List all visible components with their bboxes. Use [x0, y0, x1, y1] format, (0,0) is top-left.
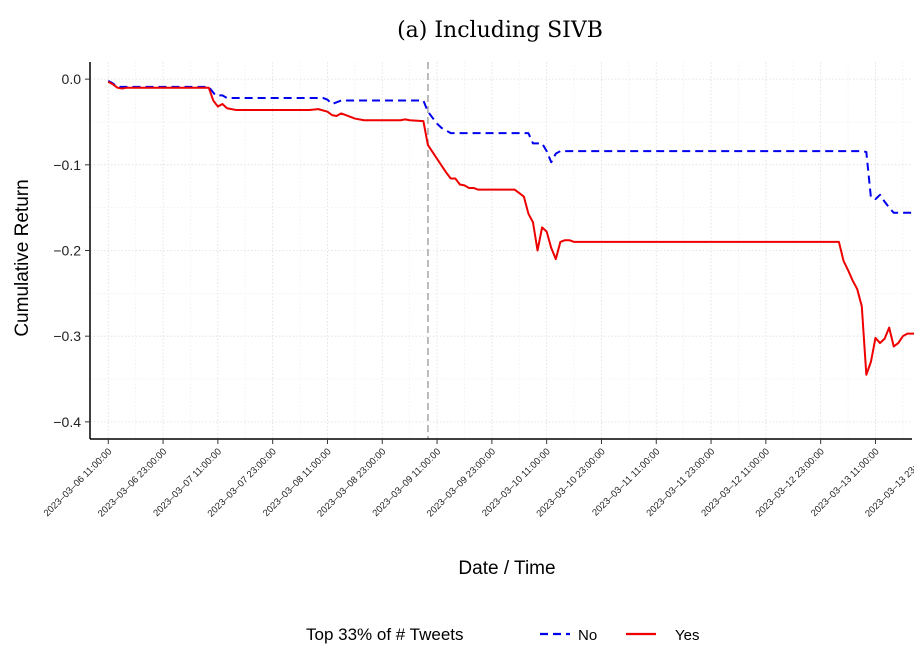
- series-layer: [107, 79, 914, 376]
- series-line-yes: [107, 80, 914, 376]
- legend-label-no: No: [578, 627, 597, 644]
- y-axis-ticks: 0.0 −0.1 −0.2 −0.3 −0.4: [53, 71, 90, 430]
- y-axis-label: Cumulative Return: [12, 179, 33, 336]
- legend: Top 33% of # Tweets No Yes: [306, 625, 699, 644]
- series-line-no: [107, 79, 914, 214]
- y-tick-label: −0.3: [53, 328, 81, 344]
- y-tick-label: −0.2: [53, 243, 81, 259]
- y-tick-label: −0.1: [53, 157, 81, 173]
- grid-lines: [90, 62, 912, 439]
- y-tick-label: −0.4: [53, 414, 81, 430]
- x-axis-label: Date / Time: [458, 558, 555, 579]
- chart-title: (a) Including SIVB: [397, 18, 603, 43]
- y-tick-label: 0.0: [62, 71, 82, 87]
- legend-title: Top 33% of # Tweets: [306, 625, 464, 644]
- legend-label-yes: Yes: [675, 627, 699, 644]
